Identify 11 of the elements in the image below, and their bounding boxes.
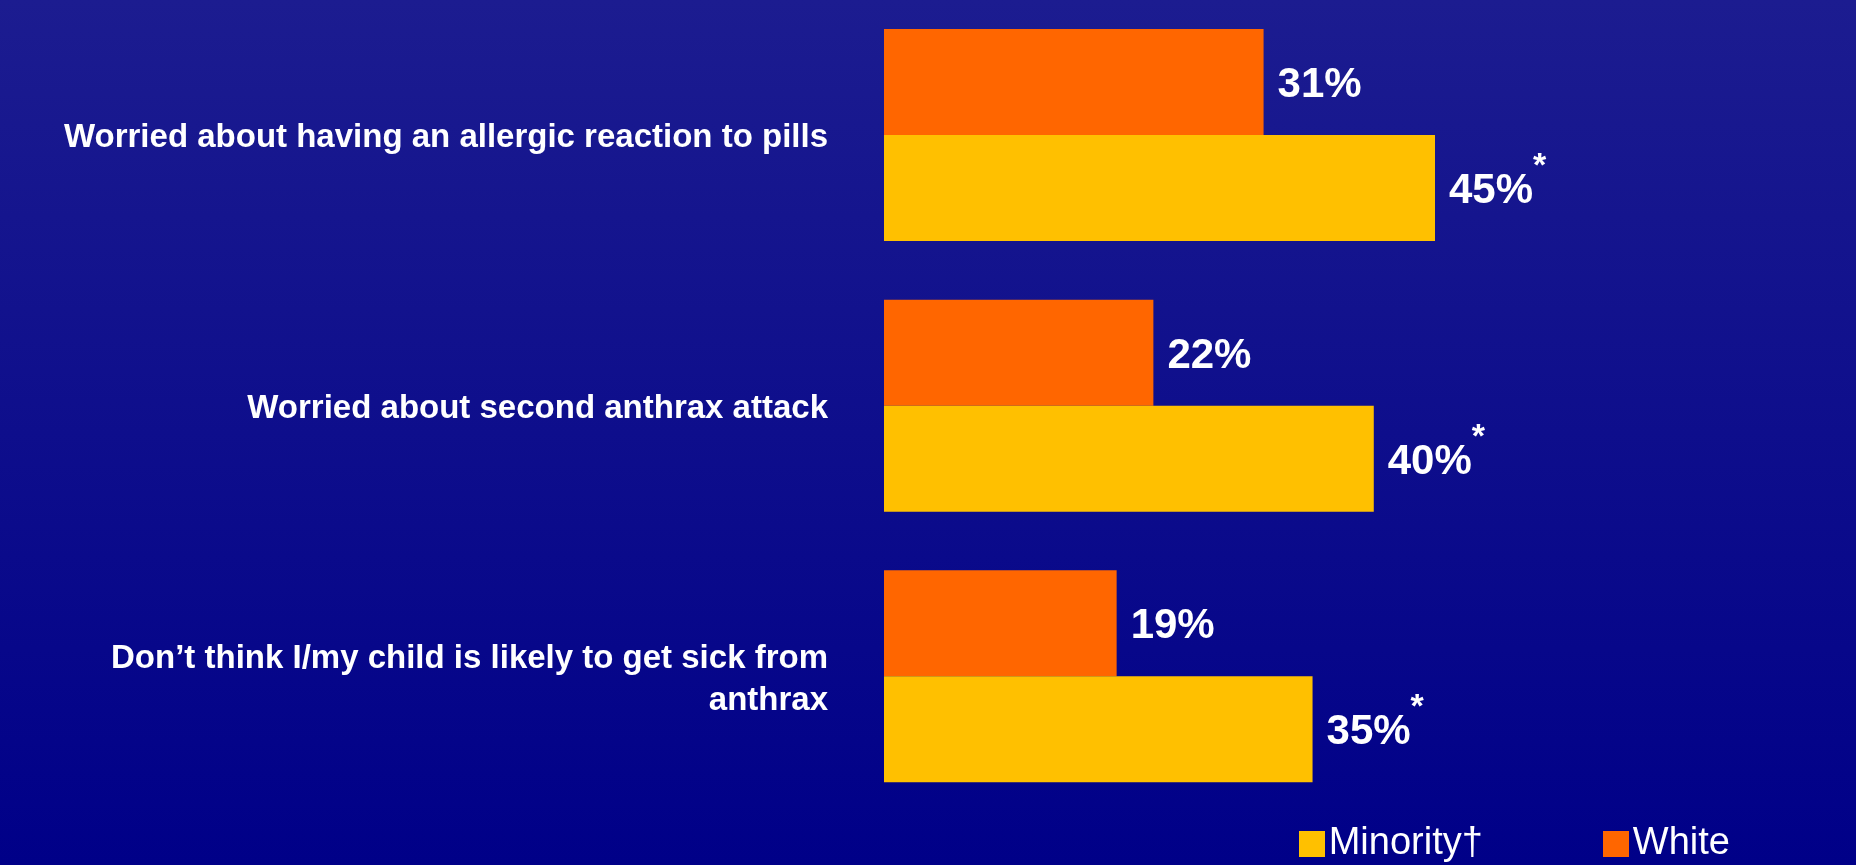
legend-label: Minority† [1328,820,1483,862]
data-label: 40%$^{*}$ [1387,415,1486,483]
y-tick-label: Worried about having an allergic reaction to pills [63,116,828,154]
data-label: 35%$^{*}$ [1326,686,1425,753]
data-label: 19% [1130,599,1215,647]
legend-label: White [1632,820,1730,862]
data-label: 45%$^{*}$ [1449,145,1548,212]
y-tick-label: Worried about second anthrax attack [247,387,829,425]
y-tick-label: Don’t think I/my child is likely to get sick from anthrax [111,637,829,717]
data-label: 31% [1277,58,1362,106]
data-label: 22% [1167,329,1252,377]
